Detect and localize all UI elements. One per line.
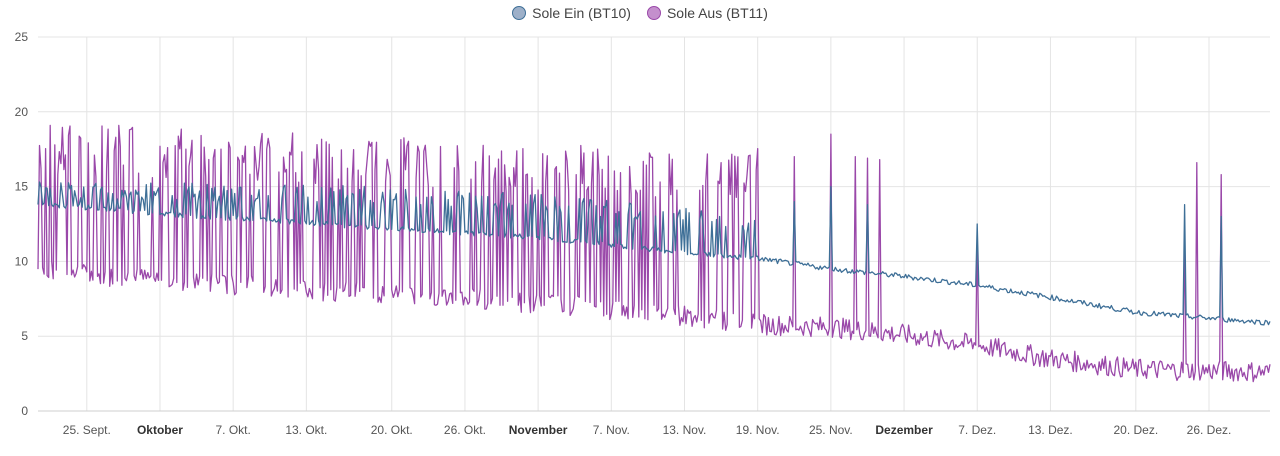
legend: Sole Ein (BT10) Sole Aus (BT11) [0, 3, 1280, 23]
x-tick-label: 26. Okt. [444, 423, 486, 437]
x-tick-label: 13. Nov. [663, 423, 707, 437]
x-tick-label: Oktober [137, 423, 183, 437]
legend-swatch-sole-ein [512, 6, 527, 20]
legend-item-sole-aus[interactable]: Sole Aus (BT11) [646, 5, 768, 21]
x-tick-label: 20. Dez. [1113, 423, 1158, 437]
legend-item-sole-ein[interactable]: Sole Ein (BT10) [512, 5, 631, 21]
x-tick-label: 25. Sept. [63, 423, 111, 437]
legend-label-sole-ein: Sole Ein (BT10) [532, 5, 631, 21]
legend-label-sole-aus: Sole Aus (BT11) [666, 5, 768, 21]
legend-swatch-sole-aus [646, 6, 661, 20]
x-tick-label: November [509, 423, 568, 437]
series-line-sole-aus [37, 124, 1271, 383]
x-tick-label: 19. Nov. [736, 423, 780, 437]
y-tick-label: 0 [21, 404, 28, 418]
x-tick-label: 13. Okt. [285, 423, 327, 437]
x-tick-label: 26. Dez. [1187, 423, 1232, 437]
x-tick-label: 20. Okt. [371, 423, 413, 437]
series-layer [37, 124, 1271, 383]
y-tick-label: 10 [15, 254, 29, 268]
y-tick-label: 20 [15, 105, 29, 119]
x-tick-label: 7. Okt. [215, 423, 250, 437]
x-tick-label: 13. Dez. [1028, 423, 1073, 437]
x-tick-label: Dezember [875, 423, 933, 437]
x-tick-label: 25. Nov. [809, 423, 853, 437]
series-line-sole-ein [37, 181, 1271, 326]
grid [38, 36, 1270, 412]
x-tick-label: 7. Nov. [593, 423, 630, 437]
y-tick-label: 25 [15, 30, 29, 44]
x-tick-label: 7. Dez. [958, 423, 996, 437]
y-tick-label: 5 [21, 329, 28, 343]
y-tick-label: 15 [15, 180, 29, 194]
axes: 0 5 10 15 20 25 25. Sept. Oktober 7. Okt. 13. Okt… [15, 30, 1270, 437]
